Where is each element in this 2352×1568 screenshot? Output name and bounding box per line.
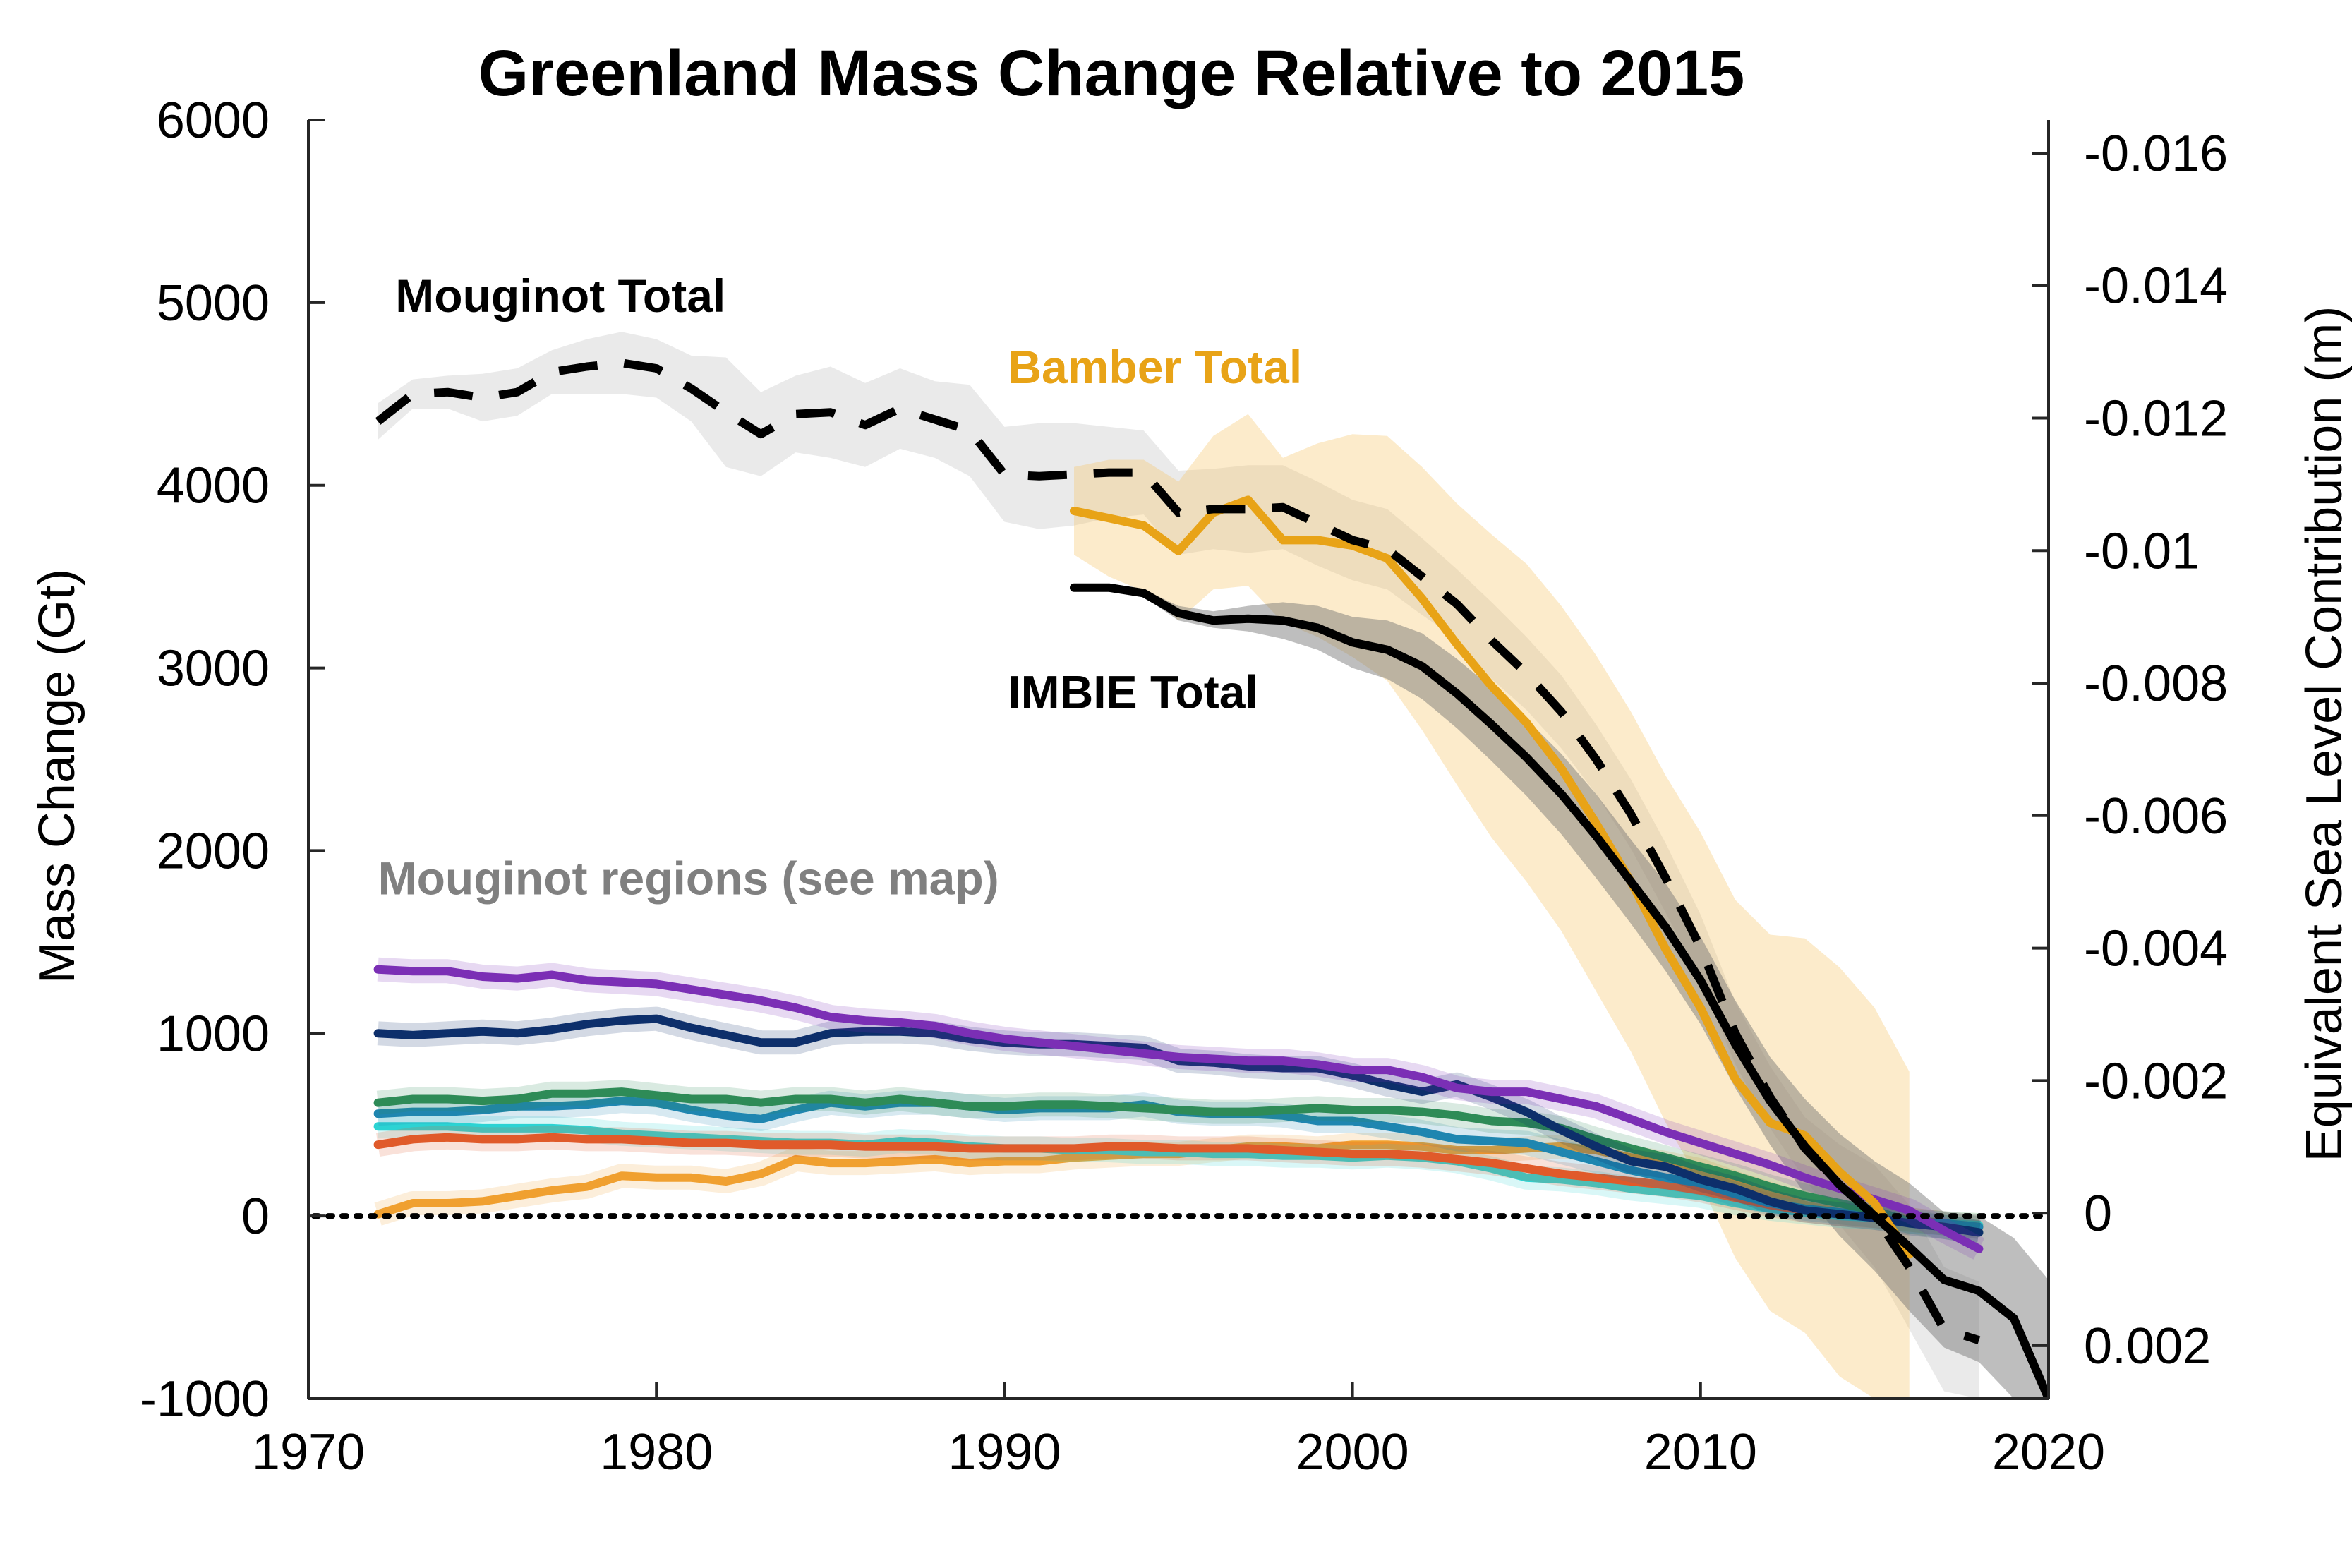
y2-tick-label: -0.012: [2084, 390, 2228, 447]
series-line-1: [1070, 583, 2049, 1399]
y-tick-label: 2000: [157, 823, 270, 879]
y2-tick-label: -0.008: [2084, 656, 2228, 712]
y2-tick-label: -0.002: [2084, 1053, 2228, 1109]
annotation-2: IMBIE Total: [1008, 666, 1258, 718]
y2-tick-label: -0.014: [2084, 258, 2228, 315]
y-tick-label: 0: [241, 1188, 270, 1245]
uncertainty-band-2: [1074, 414, 1910, 1399]
y-tick-label: 4000: [157, 458, 270, 514]
y2-tick-label: -0.004: [2084, 921, 2228, 977]
y2-tick-label: 0.002: [2084, 1318, 2211, 1375]
tick-labels: 1970 1980 1990 2000 2010 2020 -1000 0 1000 2000 30…: [140, 92, 2228, 1480]
annotation-3: Mouginot regions (see map): [378, 852, 999, 905]
chart-title: Greenland Mass Change Relative to 2015: [478, 37, 1745, 109]
y2-tick-label: -0.016: [2084, 126, 2228, 182]
y2-tick-label: -0.006: [2084, 788, 2228, 845]
y-tick-label: 6000: [157, 92, 270, 149]
x-tick-label: 1970: [252, 1424, 365, 1480]
series-line-7: [373, 1133, 1984, 1231]
axes: [307, 119, 2050, 1400]
y-tick-label: 1000: [157, 1006, 270, 1062]
y-tick-label: 5000: [157, 275, 270, 332]
x-tick-label: 1990: [948, 1424, 1061, 1480]
annotation-1: Bamber Total: [1008, 341, 1302, 393]
y2-tick-label: -0.01: [2084, 523, 2200, 579]
series-line-5: [373, 1087, 1984, 1237]
x-tick-label: 2000: [1296, 1424, 1409, 1480]
x-tick-label: 1980: [600, 1424, 713, 1480]
annotation-0: Mouginot Total: [395, 270, 725, 322]
series-annotations: Mouginot Total Bamber Total IMBIE Total Mou…: [378, 270, 1303, 905]
series-line-0: [375, 358, 1981, 1344]
uncertainty-band-1: [1074, 584, 2049, 1399]
y-tick-label: 3000: [157, 641, 270, 697]
y2-axis-label: Equivalent Sea Level Contribution (m): [2296, 306, 2352, 1162]
series-line-3: [373, 965, 1984, 1253]
x-tick-label: 2010: [1644, 1424, 1757, 1480]
y-axis-label: Mass Change (Gt): [29, 569, 85, 984]
x-tick-label: 2020: [1992, 1424, 2105, 1480]
series-lines: [373, 358, 2049, 1399]
y-tick-label: -1000: [140, 1371, 270, 1428]
y2-tick-label: 0: [2084, 1186, 2112, 1242]
